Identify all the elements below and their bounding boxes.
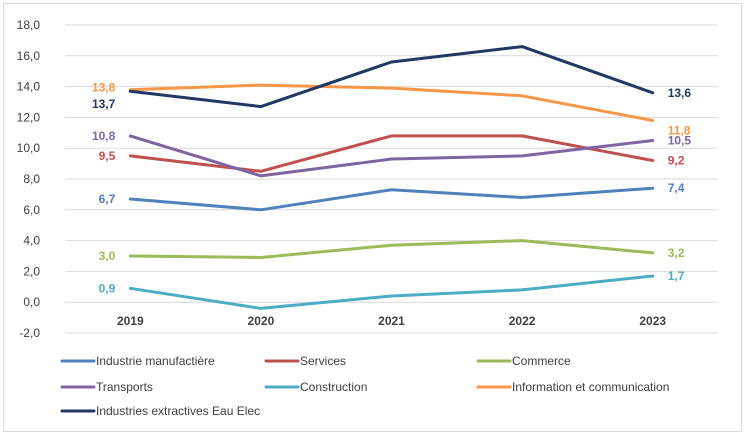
x-tick-label: 2019 [117,314,144,328]
x-tick-label: 2021 [378,314,405,328]
x-axis-labels: 2019 2020 2021 2022 2023 [117,314,666,328]
data-label: 13,6 [668,86,692,100]
legend: Industrie manufactière Services Commerce Tr… [60,354,669,418]
y-tick-label: 8,0 [23,172,40,186]
legend-label: Commerce [512,354,571,368]
y-tick-label: 10,0 [17,141,41,155]
series-line [128,83,655,122]
data-label: 7,4 [668,181,685,195]
data-label: 3,2 [668,246,685,260]
data-labels: 6,7 7,4 9,5 9,2 3,0 3,2 10,8 10,5 0,9 1,7 13,8 11,8… [92,81,691,296]
legend-label: Information et communication [512,380,669,394]
legend-label: Industries extractives Eau Elec [96,404,260,418]
series-lines [128,45,655,310]
data-label: 11,8 [668,123,691,137]
data-label: 10,8 [92,129,116,143]
gridlines [65,24,718,334]
y-tick-label: 4,0 [23,234,40,248]
y-tick-label: 6,0 [23,203,40,217]
chart-frame [3,3,742,432]
y-axis-labels: -2,0 0,0 2,0 4,0 6,0 8,0 10,0 12,0 14,0 16,0 18,0 [17,18,41,340]
series-line [128,274,655,310]
y-tick-label: 0,0 [23,295,40,309]
data-label: 13,7 [92,97,116,111]
x-tick-label: 2023 [639,314,666,328]
legend-label: Services [300,354,346,368]
y-tick-label: 2,0 [23,264,40,278]
x-tick-label: 2020 [248,314,275,328]
y-tick-label: 14,0 [17,80,41,94]
legend-label: Transports [96,380,153,394]
y-tick-label: -2,0 [19,326,40,340]
data-label: 6,7 [99,192,116,206]
data-label: 1,7 [668,269,685,283]
x-tick-label: 2022 [509,314,536,328]
data-label: 3,0 [99,249,116,263]
series-line [128,134,655,173]
legend-label: Industrie manufactière [96,354,215,368]
series-line [128,186,655,212]
data-label: 10,5 [668,134,692,148]
data-label: 9,2 [668,154,685,168]
series-line [128,134,655,178]
data-label: 9,5 [99,149,116,163]
y-tick-label: 12,0 [17,110,41,124]
y-tick-label: 18,0 [17,18,41,32]
data-label: 0,9 [99,281,116,295]
series-line [128,239,655,259]
series-line [128,45,655,109]
legend-label: Construction [300,380,367,394]
y-tick-label: 16,0 [17,49,41,63]
data-label: 13,8 [92,81,116,95]
